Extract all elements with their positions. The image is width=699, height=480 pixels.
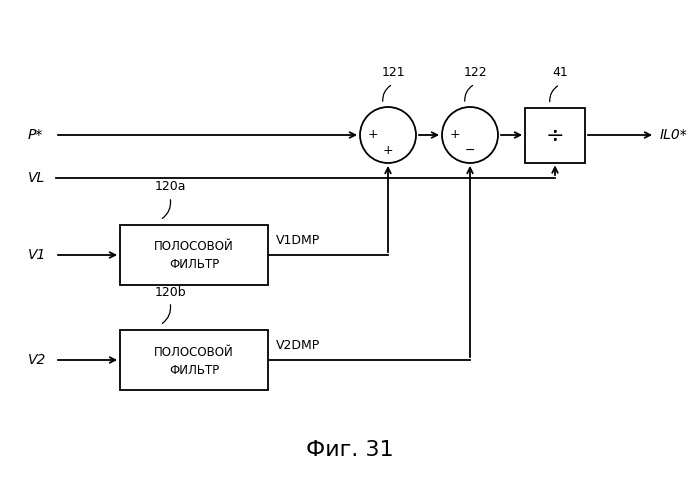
Text: V2DMP: V2DMP bbox=[276, 339, 320, 352]
Circle shape bbox=[360, 107, 416, 163]
Text: Фиг. 31: Фиг. 31 bbox=[305, 440, 394, 460]
Text: VL: VL bbox=[28, 171, 45, 185]
Text: ПОЛОСОВОЙ: ПОЛОСОВОЙ bbox=[154, 240, 234, 253]
Text: +: + bbox=[367, 129, 378, 142]
Text: V2: V2 bbox=[28, 353, 46, 367]
Text: V1: V1 bbox=[28, 248, 46, 262]
Text: 121: 121 bbox=[381, 65, 405, 79]
Text: 41: 41 bbox=[552, 66, 568, 79]
Text: ПОЛОСОВОЙ: ПОЛОСОВОЙ bbox=[154, 346, 234, 359]
Text: V1DMP: V1DMP bbox=[276, 234, 320, 247]
Text: ФИЛЬТР: ФИЛЬТР bbox=[169, 259, 219, 272]
Text: ФИЛЬТР: ФИЛЬТР bbox=[169, 363, 219, 376]
Text: +: + bbox=[382, 144, 394, 157]
Text: P*: P* bbox=[28, 128, 43, 142]
Text: 120a: 120a bbox=[154, 180, 186, 193]
Text: ÷: ÷ bbox=[546, 125, 564, 145]
Text: 120b: 120b bbox=[154, 286, 186, 299]
Bar bbox=[525, 108, 585, 163]
Bar bbox=[120, 225, 268, 285]
Text: −: − bbox=[465, 144, 475, 157]
Bar bbox=[120, 330, 268, 390]
Text: IL0*: IL0* bbox=[660, 128, 688, 142]
Circle shape bbox=[442, 107, 498, 163]
Text: 122: 122 bbox=[463, 65, 487, 79]
Text: +: + bbox=[449, 129, 460, 142]
